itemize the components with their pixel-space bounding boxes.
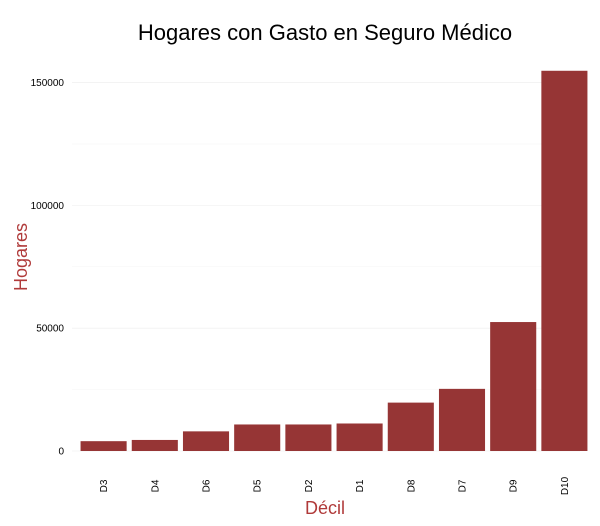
x-tick-label: D10 [560,476,571,495]
bar-d10 [541,70,588,452]
bar-d1 [336,423,383,451]
bar-d4 [131,439,178,451]
bar-d9 [490,322,537,451]
x-tick-labels: D3 D4 D6 D5 D2 D1 D8 D7 D9 D10 [99,476,571,495]
y-tick-label: 50000 [36,324,64,335]
chart-title: Hogares con Gasto en Seguro Médico [138,20,512,45]
bar-d7 [438,388,486,451]
y-tick-labels: 0 50000 100000 150000 [31,78,65,457]
bar-d3 [80,441,127,451]
x-tick-label: D6 [202,479,213,492]
x-tick-label: D8 [406,479,417,492]
gridlines [72,82,580,452]
x-tick-label: D1 [355,479,366,492]
x-tick-label: D2 [304,479,315,492]
x-tick-label: D3 [99,479,110,492]
x-tick-label: D5 [253,479,264,492]
y-axis-title: Hogares [11,223,31,291]
y-tick-label: 150000 [31,78,65,89]
x-axis-title: Décil [305,498,345,518]
y-tick-label: 0 [58,447,64,458]
bar-d5 [234,424,281,451]
x-tick-label: D4 [150,479,161,492]
bar-d6 [182,431,230,451]
y-tick-label: 100000 [31,201,65,212]
bars [80,70,588,452]
bar-d2 [285,424,332,451]
bar-d8 [387,402,434,451]
x-tick-label: D9 [509,479,520,492]
x-tick-label: D7 [458,479,469,492]
